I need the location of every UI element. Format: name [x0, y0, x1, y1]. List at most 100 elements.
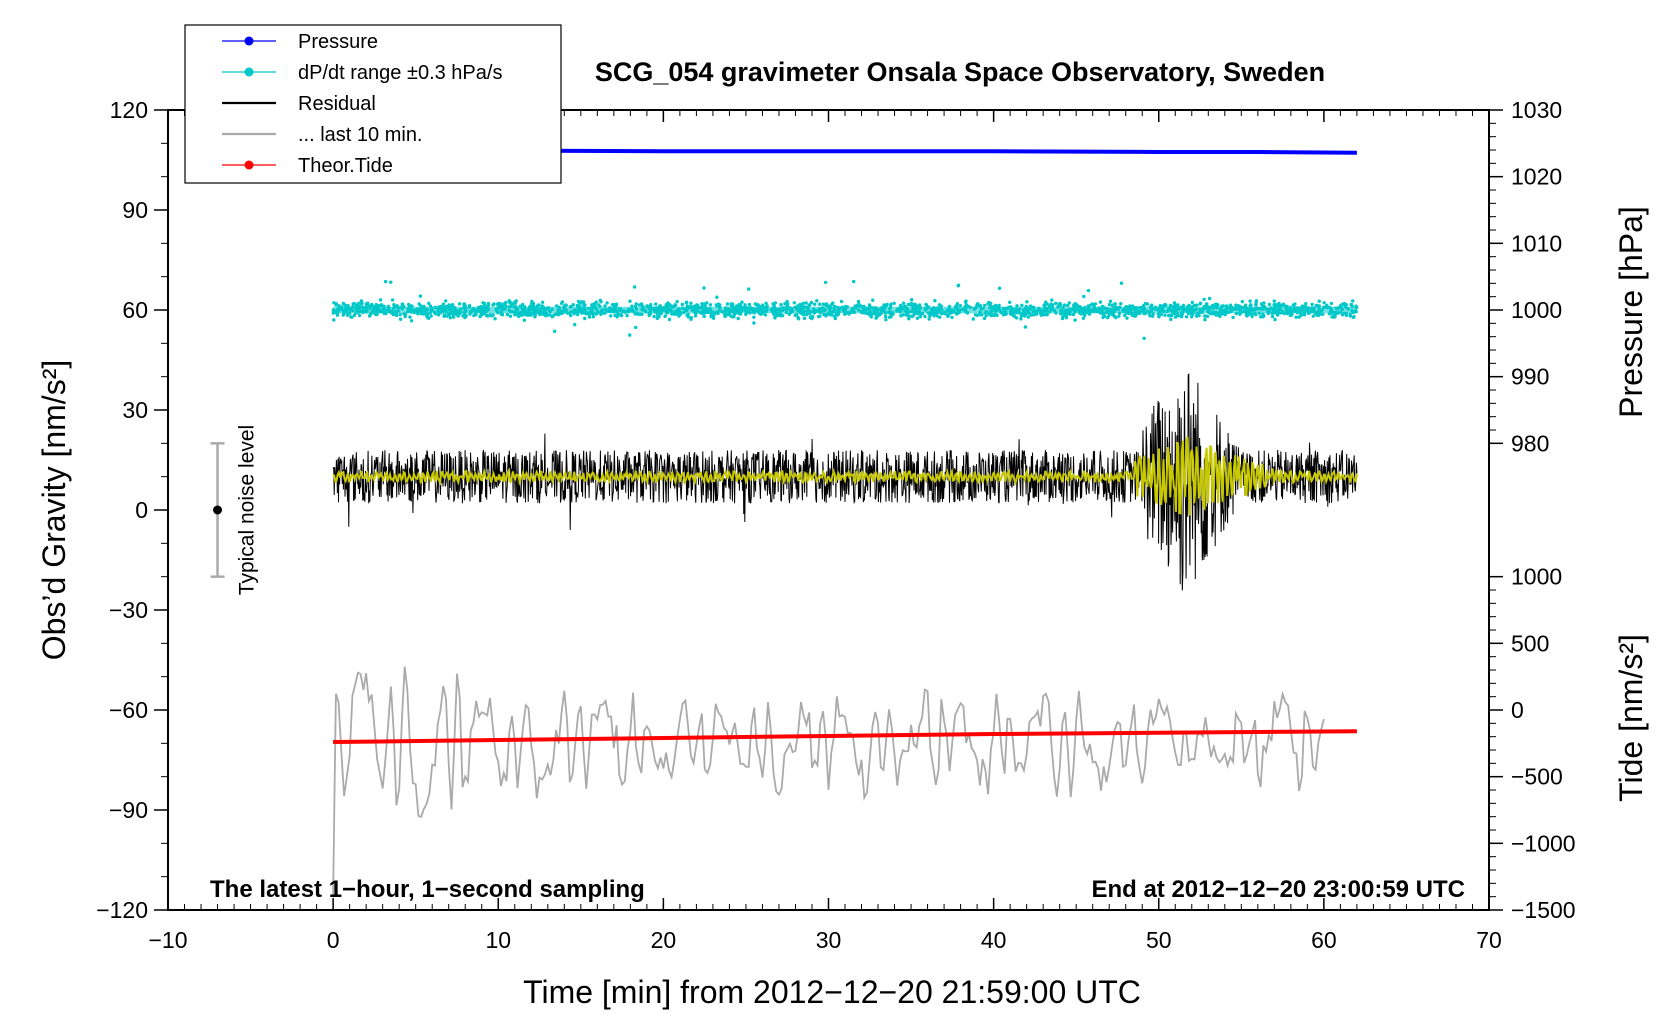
dpdt-point	[366, 301, 370, 305]
dpdt-point	[963, 300, 968, 304]
dpdt-point	[400, 302, 405, 306]
dpdt-point	[924, 302, 928, 307]
dpdt-point	[1223, 312, 1228, 317]
dpdt-point	[390, 298, 395, 302]
dpdt-point	[1117, 314, 1121, 318]
dpdt-point	[569, 313, 573, 318]
tide-tick-label: −500	[1511, 764, 1563, 790]
dpdt-point	[1204, 314, 1208, 318]
y-tick-label: −120	[96, 897, 148, 923]
dpdt-point	[378, 298, 383, 302]
dpdt-point	[905, 313, 909, 317]
dpdt-point	[350, 315, 354, 319]
dpdt-point	[680, 302, 684, 307]
dpdt-point	[667, 317, 672, 322]
dpdt-point	[1142, 336, 1146, 340]
dpdt-point	[927, 317, 931, 321]
dpdt-point	[984, 314, 988, 318]
series-dpdt	[331, 279, 1359, 340]
y-tick-label: −90	[109, 797, 148, 823]
dpdt-point	[1272, 299, 1277, 303]
dpdt-point	[1314, 312, 1319, 316]
tide-tick-label: 500	[1511, 630, 1549, 656]
x-axis-label: Time [min] from 2012−12−20 21:59:00 UTC	[523, 974, 1141, 1010]
dpdt-point	[911, 314, 915, 318]
dpdt-point	[1015, 316, 1019, 320]
dpdt-point	[1157, 315, 1161, 319]
legend-marker	[244, 160, 254, 170]
dpdt-point	[524, 313, 528, 317]
dpdt-point	[429, 314, 433, 318]
dpdt-point	[1123, 313, 1127, 318]
dpdt-point	[1259, 315, 1263, 319]
dpdt-point	[725, 302, 730, 306]
dpdt-point	[1169, 317, 1173, 322]
dpdt-point	[773, 301, 778, 305]
dpdt-point	[801, 301, 805, 305]
dpdt-point	[425, 315, 429, 319]
dpdt-point	[910, 298, 914, 302]
dpdt-point	[1062, 303, 1067, 307]
dpdt-point	[1202, 297, 1206, 302]
dpdt-point	[1262, 314, 1266, 318]
dpdt-point	[649, 303, 653, 307]
dpdt-point	[1297, 315, 1301, 319]
dpdt-point	[982, 316, 987, 321]
dpdt-point	[489, 313, 493, 318]
dpdt-point	[1054, 301, 1058, 305]
dpdt-point	[783, 302, 787, 306]
dpdt-point	[1267, 302, 1272, 307]
dpdt-point	[1023, 312, 1028, 316]
dpdt-point	[657, 314, 661, 319]
dpdt-point	[598, 298, 602, 302]
dpdt-point	[341, 301, 346, 306]
dpdt-point	[515, 313, 519, 317]
dpdt-point	[563, 303, 567, 307]
dpdt-point	[1351, 315, 1355, 319]
pressure-tick-label: 1010	[1511, 230, 1562, 256]
dpdt-point	[368, 312, 373, 317]
dpdt-point	[833, 316, 837, 321]
dpdt-point	[355, 303, 359, 307]
dpdt-point	[619, 313, 624, 318]
dpdt-point	[512, 300, 517, 305]
dpdt-point	[542, 312, 546, 317]
series-last-10-min	[332, 666, 1325, 897]
dpdt-point	[807, 303, 811, 308]
dpdt-point	[457, 302, 462, 306]
dpdt-point	[923, 314, 927, 319]
dpdt-point	[507, 299, 512, 303]
y-tick-label: 120	[110, 97, 148, 123]
y-axis-label-pressure: Pressure [hPa]	[1613, 206, 1649, 418]
dpdt-point	[1159, 312, 1164, 317]
dpdt-point	[594, 300, 598, 304]
dpdt-point	[773, 316, 777, 320]
dpdt-point	[871, 298, 875, 302]
series-layer	[331, 147, 1359, 897]
dpdt-point	[493, 317, 497, 321]
dpdt-point	[1023, 325, 1028, 329]
dpdt-point	[804, 313, 809, 317]
dpdt-point	[427, 301, 431, 305]
dpdt-point	[705, 301, 709, 305]
chart-title: SCG_054 gravimeter Onsala Space Observat…	[595, 57, 1325, 87]
dpdt-point	[1250, 314, 1254, 319]
dpdt-point	[1294, 315, 1298, 319]
y-tick-label: −30	[109, 597, 148, 623]
dpdt-point	[813, 302, 817, 306]
dpdt-point	[899, 313, 903, 318]
dpdt-point	[1008, 300, 1012, 304]
dpdt-point	[442, 313, 447, 317]
dpdt-point	[548, 313, 552, 317]
dpdt-point	[918, 303, 922, 307]
pressure-tick-label: 1000	[1511, 297, 1562, 323]
dpdt-point	[394, 313, 399, 318]
dpdt-point	[1061, 314, 1065, 319]
dpdt-point	[663, 314, 667, 318]
dpdt-point	[1329, 301, 1334, 306]
dpdt-point	[1107, 302, 1112, 307]
dpdt-point	[1240, 299, 1245, 304]
dpdt-point	[839, 299, 844, 304]
dpdt-point	[652, 314, 656, 319]
